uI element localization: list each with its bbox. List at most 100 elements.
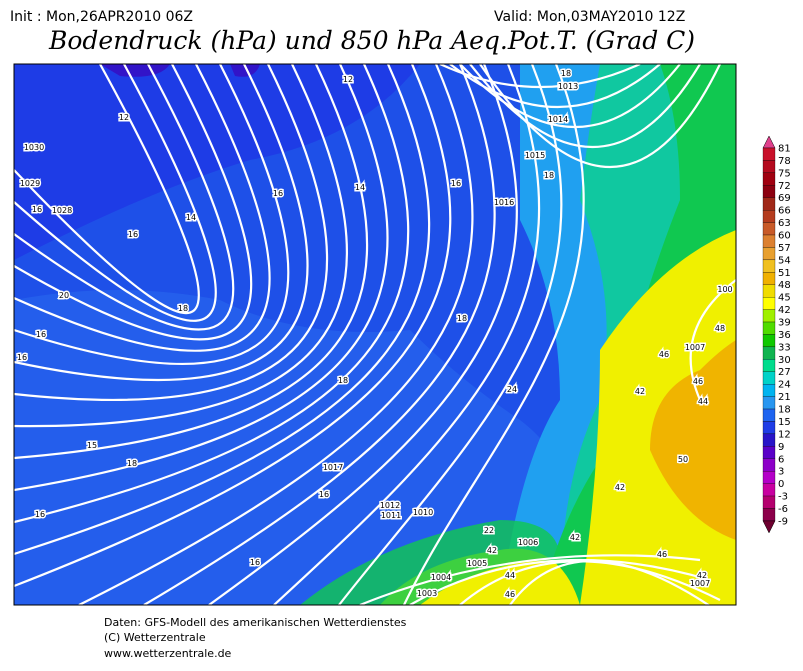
- isobar: [449, 64, 661, 109]
- colorbar-label: 48: [778, 280, 791, 291]
- colorbar-label: 33: [778, 342, 791, 353]
- colorbar-label: 54: [778, 255, 791, 266]
- isobar: [359, 554, 701, 605]
- isobar-label: 1004: [431, 573, 451, 582]
- temp-label: 46: [657, 550, 667, 559]
- colorbar-swatch: [762, 495, 776, 509]
- temp-label: 44: [698, 397, 708, 406]
- colorbar-label: 15: [778, 417, 791, 428]
- colorbar-swatch: [762, 446, 776, 459]
- isobar-label: 1014: [548, 115, 568, 124]
- isobar: [14, 64, 329, 402]
- colorbar-label: 81: [778, 144, 791, 155]
- isobar: [14, 64, 389, 492]
- isobar-label: 1015: [525, 151, 545, 160]
- colorbar-swatch: [762, 384, 776, 397]
- footer-url: www.wetterzentrale.de: [104, 647, 232, 660]
- colorbar-label: 45: [778, 293, 791, 304]
- temp-label: 42: [615, 483, 625, 492]
- colorbar-swatch: [762, 346, 776, 360]
- map-area: [14, 64, 736, 605]
- temp-label: 46: [505, 590, 515, 599]
- colorbar-label: 9: [778, 442, 784, 453]
- isobar: [14, 64, 369, 460]
- isobar-label: 1030: [24, 143, 44, 152]
- isobar: [689, 279, 736, 401]
- colorbar-label: 78: [778, 156, 791, 167]
- temp-label: 18: [561, 69, 571, 78]
- temp-label: 22: [484, 526, 494, 535]
- map-title: Bodendruck (hPa) und 850 hPa Aeq.Pot.T. …: [48, 26, 695, 55]
- temp-label: 20: [59, 291, 69, 300]
- colorbar-label: 21: [778, 392, 791, 403]
- colorbar-label: 60: [778, 231, 791, 242]
- temp-label: 16: [128, 230, 138, 239]
- temp-label: 18: [127, 459, 137, 468]
- temp-label: 42: [570, 533, 580, 542]
- colorbar-swatch: [762, 408, 776, 422]
- isobar: [14, 64, 217, 322]
- isobar-label: 1028: [52, 206, 72, 215]
- isobar-label: 1005: [467, 559, 487, 568]
- temp-label: 16: [451, 179, 461, 188]
- colorbar-label: -6: [778, 504, 788, 515]
- temp-label: 16: [35, 510, 45, 519]
- isobar-label: 1017: [323, 463, 343, 472]
- colorbar-label: 18: [778, 405, 791, 416]
- isobar: [143, 64, 496, 605]
- colorbar-swatch: [762, 508, 776, 522]
- colorbar-swatch: [762, 234, 776, 248]
- colorbar-swatch: [762, 371, 776, 385]
- temp-label: 16: [273, 189, 283, 198]
- temp-label: 44: [505, 571, 515, 580]
- temp-label: 16: [319, 490, 329, 499]
- colorbar-swatch: [762, 284, 776, 298]
- colorbar-label: 42: [778, 305, 791, 316]
- temp-label: 16: [17, 353, 27, 362]
- colorbar-end: [762, 520, 776, 534]
- isobar-label: 1012: [380, 501, 400, 510]
- temp-label: 15: [87, 441, 97, 450]
- colorbar-swatch: [762, 259, 776, 273]
- init-time: Init : Mon,26APR2010 06Z: [10, 9, 193, 25]
- temp-label: 46: [693, 377, 703, 386]
- colorbar-label: 63: [778, 218, 791, 229]
- colorbar-label: 30: [778, 355, 791, 366]
- colorbar-label: 6: [778, 454, 784, 465]
- colorbar-end: [762, 135, 776, 149]
- colorbar-swatch: [762, 359, 776, 372]
- colorbar-swatch: [762, 334, 776, 348]
- temp-label: 18: [178, 304, 188, 313]
- footer-copyright: (C) Wetterzentrale: [104, 631, 206, 644]
- colorbar-label: -9: [778, 516, 788, 527]
- colorbar-swatch: [762, 197, 776, 211]
- colorbar-label: -3: [778, 492, 788, 503]
- colorbar-swatch: [762, 209, 776, 223]
- colorbar-swatch: [762, 172, 776, 186]
- isobar: [14, 64, 309, 382]
- isobar-label: 1013: [558, 82, 578, 91]
- temp-label: 42: [635, 387, 645, 396]
- temp-label: 14: [355, 183, 365, 192]
- temp-label: 12: [343, 75, 353, 84]
- colorbar-swatch: [762, 272, 776, 285]
- map-frame: [13, 63, 737, 606]
- colorbar-swatch: [762, 321, 776, 335]
- isobar-label: 1029: [20, 179, 40, 188]
- colorbar-label: 51: [778, 268, 791, 279]
- isobar-label: 1007: [690, 579, 710, 588]
- isobar: [14, 64, 235, 331]
- isobar: [14, 64, 452, 588]
- colorbar-label: 66: [778, 206, 791, 217]
- isobar: [469, 64, 701, 148]
- isobar-label: 1007: [685, 343, 705, 352]
- colorbar-label: 72: [778, 181, 791, 192]
- isobar-label: 1011: [381, 511, 401, 520]
- temp-label: 42: [697, 571, 707, 580]
- temp-label: 14: [186, 213, 196, 222]
- valid-time: Valid: Mon,03MAY2010 12Z: [494, 9, 685, 25]
- colorbar-swatch: [762, 297, 776, 310]
- temp-label: 16: [32, 205, 42, 214]
- isobar: [14, 64, 253, 341]
